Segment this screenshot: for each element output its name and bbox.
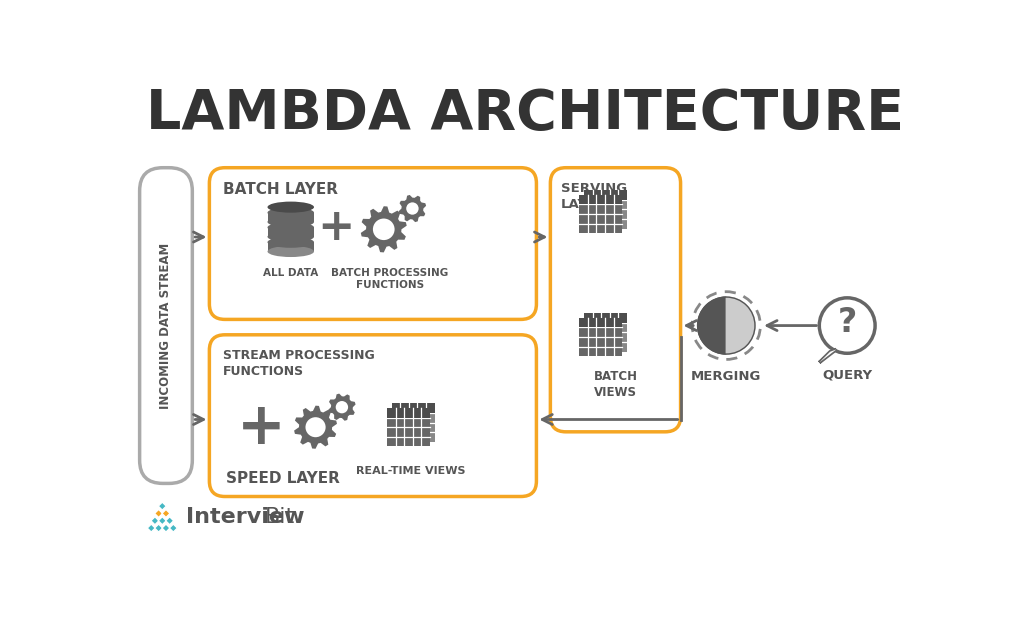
Text: INCOMING DATA STREAM: INCOMING DATA STREAM <box>160 242 172 409</box>
Polygon shape <box>159 502 166 510</box>
Circle shape <box>373 219 394 240</box>
Bar <box>584 190 627 200</box>
Text: ALL DATA: ALL DATA <box>263 268 318 278</box>
Bar <box>580 318 622 356</box>
Polygon shape <box>697 297 726 354</box>
Polygon shape <box>166 517 174 525</box>
Polygon shape <box>294 406 337 449</box>
Bar <box>267 212 314 222</box>
Polygon shape <box>169 524 177 532</box>
Text: LAMBDA ARCHITECTURE: LAMBDA ARCHITECTURE <box>145 87 904 141</box>
Text: SERVING
LAYER: SERVING LAYER <box>561 181 628 210</box>
Bar <box>387 408 430 446</box>
Bar <box>580 195 622 233</box>
Text: BATCH PROCESSING
FUNCTIONS: BATCH PROCESSING FUNCTIONS <box>332 268 449 290</box>
Ellipse shape <box>267 222 314 233</box>
Polygon shape <box>159 517 166 525</box>
Text: +: + <box>237 399 286 456</box>
Polygon shape <box>819 349 837 363</box>
Bar <box>584 313 627 323</box>
Text: BATCH
VIEWS: BATCH VIEWS <box>594 370 638 399</box>
Ellipse shape <box>267 207 314 218</box>
Text: STREAM PROCESSING
FUNCTIONS: STREAM PROCESSING FUNCTIONS <box>223 349 375 378</box>
Text: ?: ? <box>838 306 857 339</box>
Bar <box>580 195 622 204</box>
Text: QUERY: QUERY <box>822 369 872 382</box>
Polygon shape <box>162 509 170 517</box>
Text: +: + <box>317 205 354 249</box>
Text: SPEED LAYER: SPEED LAYER <box>226 470 340 486</box>
Ellipse shape <box>267 246 314 257</box>
Text: MERGING: MERGING <box>691 370 762 383</box>
Polygon shape <box>162 524 170 532</box>
Ellipse shape <box>267 231 314 242</box>
Polygon shape <box>398 195 426 222</box>
Bar <box>584 313 627 352</box>
Text: REAL-TIME VIEWS: REAL-TIME VIEWS <box>356 466 466 476</box>
Polygon shape <box>155 524 163 532</box>
Bar <box>584 190 627 228</box>
Polygon shape <box>155 509 163 517</box>
Bar <box>267 242 314 252</box>
Polygon shape <box>147 524 156 532</box>
Polygon shape <box>726 297 755 354</box>
Text: Interview: Interview <box>186 507 305 527</box>
Circle shape <box>336 401 348 413</box>
Circle shape <box>305 417 326 437</box>
Polygon shape <box>360 206 407 252</box>
Text: BATCH LAYER: BATCH LAYER <box>223 181 338 197</box>
Bar <box>580 318 622 328</box>
Polygon shape <box>151 517 159 525</box>
Bar <box>267 228 314 236</box>
Circle shape <box>407 202 419 215</box>
Polygon shape <box>329 394 355 421</box>
Ellipse shape <box>267 236 314 248</box>
Ellipse shape <box>267 202 314 212</box>
Bar <box>392 403 434 442</box>
Bar <box>387 408 430 418</box>
Ellipse shape <box>267 216 314 228</box>
Polygon shape <box>819 349 837 363</box>
Text: Bit: Bit <box>265 507 296 527</box>
Bar <box>392 403 434 413</box>
